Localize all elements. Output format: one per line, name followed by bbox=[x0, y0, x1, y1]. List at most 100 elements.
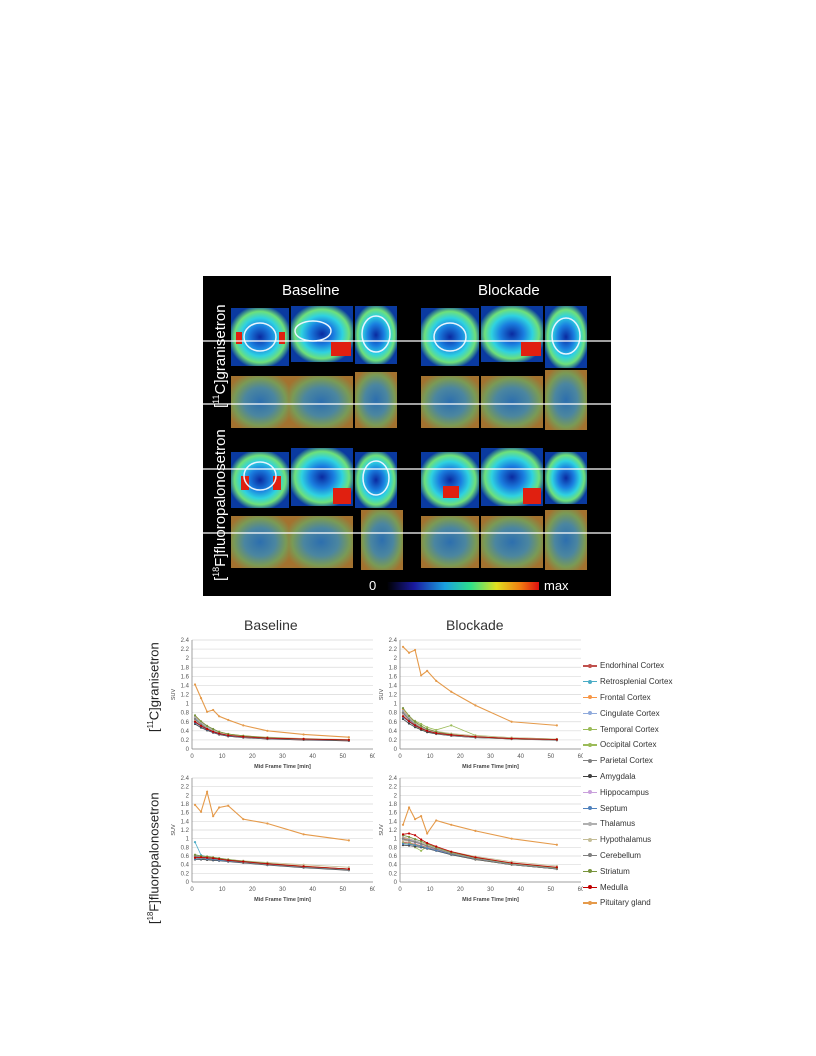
y-tick-label: 1.8 bbox=[181, 665, 190, 671]
legend-item: Temporal Cortex bbox=[583, 721, 713, 737]
data-point bbox=[435, 679, 438, 682]
series-line bbox=[194, 789, 349, 841]
y-tick-label: 0.2 bbox=[181, 738, 190, 744]
pet-row-separators bbox=[203, 340, 611, 534]
data-point bbox=[401, 715, 405, 718]
data-point bbox=[302, 865, 305, 868]
data-point bbox=[435, 819, 438, 822]
data-point bbox=[426, 832, 429, 835]
pet-coronal-blockade bbox=[421, 308, 479, 366]
series-line bbox=[194, 717, 349, 741]
legend-item: Amygdala bbox=[583, 769, 713, 785]
data-point bbox=[347, 867, 350, 871]
data-point bbox=[199, 856, 203, 859]
series-line bbox=[402, 806, 557, 846]
data-point bbox=[426, 844, 429, 848]
series-line bbox=[402, 712, 557, 740]
legend-label: Parietal Cortex bbox=[600, 756, 653, 766]
legend-item: Medulla bbox=[583, 879, 713, 895]
legend-item: Cingulate Cortex bbox=[583, 705, 713, 721]
tac-chart-c11-blockade: 0 0.2 0.4 0.6 0.8 1 1.2 1.4 1.6 1.8 2 2.2 2.4 0 10 20 30… bbox=[379, 638, 583, 770]
data-point bbox=[302, 737, 305, 741]
data-point bbox=[450, 823, 453, 826]
x-axis-label: Mid Frame Time [min] bbox=[462, 764, 519, 770]
x-tick-label: 30 bbox=[279, 887, 286, 893]
data-point bbox=[242, 724, 245, 727]
x-tick-label: 10 bbox=[427, 754, 434, 760]
legend-swatch bbox=[583, 851, 597, 859]
data-point bbox=[266, 737, 269, 740]
data-point bbox=[426, 726, 429, 729]
legend-item: Pituitary gland bbox=[583, 895, 713, 911]
legend-item: Cerebellum bbox=[583, 848, 713, 864]
data-point bbox=[407, 839, 411, 842]
y-tick-label: 0.8 bbox=[181, 711, 190, 717]
data-point bbox=[420, 815, 423, 818]
data-point bbox=[212, 727, 215, 731]
data-point bbox=[266, 822, 269, 825]
y-tick-label: 1.6 bbox=[389, 674, 398, 680]
data-point bbox=[407, 651, 411, 654]
legend-swatch bbox=[583, 836, 597, 844]
series-line bbox=[194, 716, 349, 741]
y-tick-label: 0 bbox=[186, 747, 190, 753]
data-point bbox=[413, 838, 417, 841]
y-tick-label: 1.8 bbox=[389, 802, 398, 808]
x-tick-label: 20 bbox=[457, 754, 464, 760]
x-tick-label: 40 bbox=[517, 887, 524, 893]
y-tick-label: 2.4 bbox=[181, 776, 190, 782]
y-tick-label: 0.6 bbox=[389, 720, 398, 726]
y-tick-label: 2.4 bbox=[181, 638, 190, 644]
y-tick-label: 0.4 bbox=[389, 729, 398, 735]
data-point bbox=[401, 645, 405, 648]
data-point bbox=[199, 724, 203, 727]
x-tick-label: 10 bbox=[219, 754, 226, 760]
legend-label: Frontal Cortex bbox=[600, 692, 651, 702]
data-point bbox=[227, 804, 230, 807]
y-tick-label: 0.4 bbox=[389, 863, 398, 869]
data-point bbox=[426, 841, 429, 845]
y-tick-label: 1.2 bbox=[181, 828, 190, 834]
series-line bbox=[402, 715, 557, 740]
x-axis-label: Mid Frame Time [min] bbox=[254, 897, 311, 903]
data-point bbox=[199, 697, 203, 700]
tac-chart-f18-baseline: 0 0.2 0.4 0.6 0.8 1 1.2 1.4 1.6 1.8 2 2.2 2.4 0 10 20 30… bbox=[171, 776, 375, 903]
y-tick-label: 1.6 bbox=[389, 811, 398, 817]
data-point bbox=[401, 707, 405, 710]
data-point bbox=[401, 711, 405, 714]
data-point bbox=[218, 857, 221, 861]
data-point bbox=[266, 862, 269, 865]
legend-label: Temporal Cortex bbox=[600, 724, 659, 734]
y-tick-label: 0.4 bbox=[181, 729, 190, 735]
data-point bbox=[212, 708, 215, 712]
data-point bbox=[413, 841, 417, 844]
data-point bbox=[435, 847, 438, 851]
data-point bbox=[474, 735, 477, 738]
x-tick-label: 0 bbox=[398, 754, 402, 760]
y-tick-label: 2 bbox=[394, 793, 398, 799]
data-point bbox=[413, 844, 417, 847]
plot-col-baseline: Baseline bbox=[244, 617, 298, 633]
y-tick-label: 1.4 bbox=[389, 683, 398, 689]
legend-label: Cerebellum bbox=[600, 850, 641, 860]
data-point bbox=[407, 843, 411, 846]
series-line bbox=[194, 716, 349, 741]
data-point bbox=[347, 839, 350, 842]
colorbar-min-label: 0 bbox=[369, 578, 377, 593]
data-point bbox=[413, 648, 417, 652]
legend-item: Striatum bbox=[583, 863, 713, 879]
y-tick-label: 1 bbox=[394, 837, 398, 843]
data-point bbox=[450, 733, 453, 737]
colorbar-max-label: max bbox=[544, 578, 569, 593]
y-tick-label: 2.4 bbox=[389, 776, 398, 782]
legend-swatch bbox=[583, 867, 597, 875]
data-point bbox=[212, 857, 215, 860]
data-point bbox=[193, 714, 197, 717]
legend-item: Occipital Cortex bbox=[583, 737, 713, 753]
tac-chart-c11-baseline: 0 0.2 0.4 0.6 0.8 1 1.2 1.4 1.6 1.8 2 2.2 2.4 0 10 20 30… bbox=[171, 638, 375, 770]
legend-label: Hypothalamus bbox=[600, 835, 652, 845]
data-point bbox=[420, 674, 423, 677]
y-tick-label: 1 bbox=[186, 702, 190, 708]
data-point bbox=[193, 841, 197, 844]
x-tick-label: 30 bbox=[487, 754, 494, 760]
